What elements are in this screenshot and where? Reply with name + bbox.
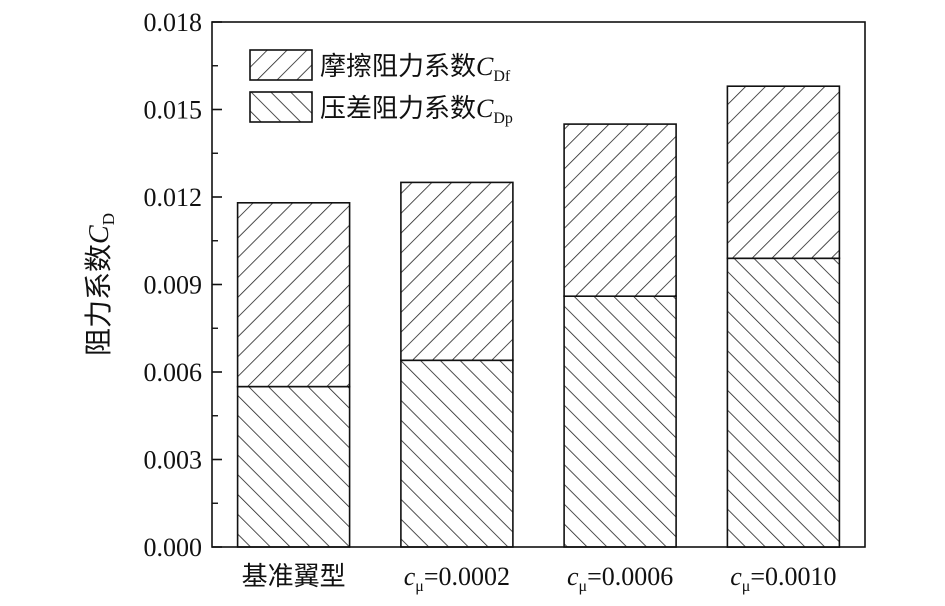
y-tick-label-2: 0.006: [144, 358, 203, 387]
bar-df-2: [563, 123, 677, 298]
y-tick-label-5: 0.015: [144, 96, 203, 125]
legend-label-dp: 压差阻力系数CDp: [320, 94, 513, 127]
x-tick-label-1: cμ=0.0002: [404, 562, 510, 595]
bar-df-1: [400, 181, 514, 362]
legend: 摩擦阻力系数CDf 压差阻力系数CDp: [249, 49, 513, 127]
y-tick-label-6: 0.018: [144, 8, 203, 37]
legend-label-df: 摩擦阻力系数CDf: [320, 52, 511, 85]
x-tick-label-2: cμ=0.0006: [567, 562, 673, 595]
y-axis-label: 阻力系数CD: [83, 213, 118, 356]
legend-swatch-dp: [249, 91, 313, 123]
y-tick-label-0: 0.000: [144, 533, 203, 562]
bar-df-0: [236, 202, 351, 388]
bars-layer: [236, 85, 841, 548]
legend-swatch-df: [249, 49, 313, 81]
y-tick-label-3: 0.009: [144, 271, 203, 300]
y-tick-label-4: 0.012: [144, 183, 203, 212]
bar-dp-3: [726, 257, 841, 548]
bar-df-3: [726, 85, 841, 260]
bar-dp-1: [400, 359, 514, 548]
bar-dp-0: [236, 385, 351, 548]
axes-layer: 基准翼型 cμ=0.0002 cμ=0.0006 cμ=0.0010 0.000 0.00…: [83, 8, 866, 595]
bar-dp-2: [563, 295, 677, 548]
y-tick-label-1: 0.003: [144, 446, 203, 475]
x-tick-label-0: 基准翼型: [242, 562, 346, 591]
x-tick-label-3: cμ=0.0010: [730, 562, 836, 595]
